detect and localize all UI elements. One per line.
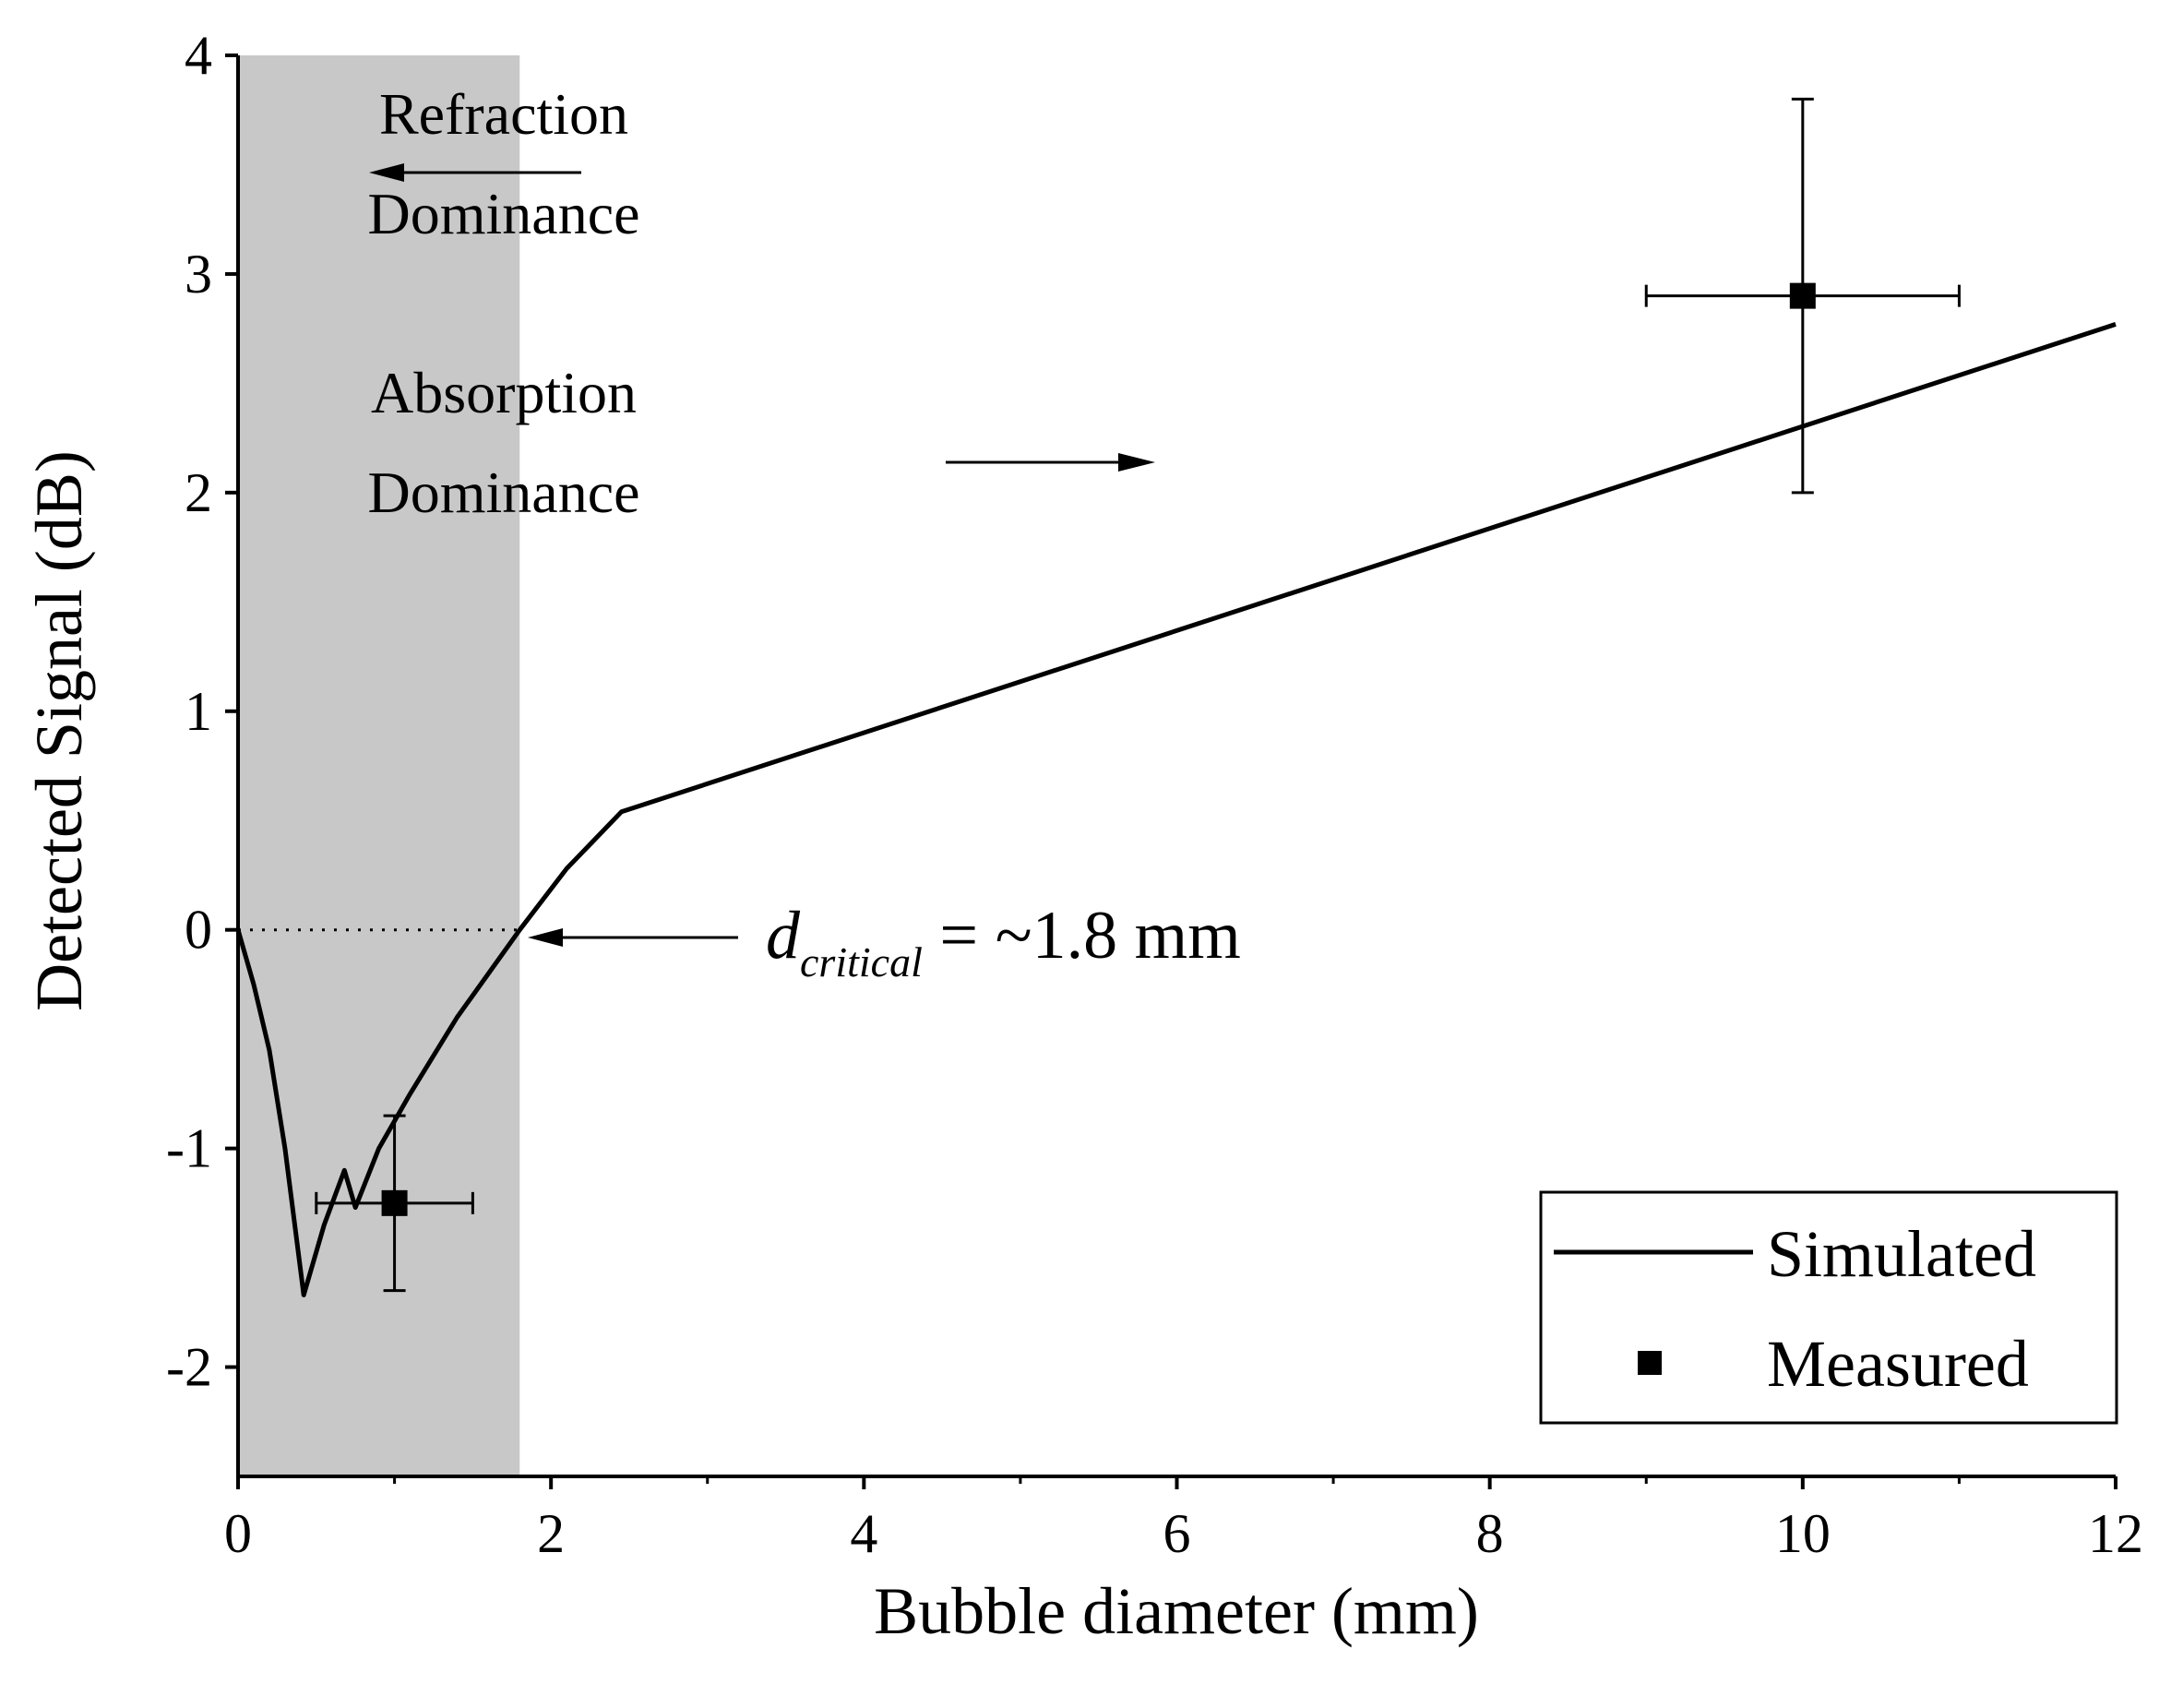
measured-marker	[1789, 282, 1816, 309]
x-tick-label: 4	[850, 1503, 877, 1564]
critical-symbol: d	[766, 898, 801, 973]
series-measured	[315, 97, 1961, 1293]
x-tick-label: 12	[2088, 1503, 2143, 1564]
critical-subscript: critical	[800, 938, 923, 985]
y-tick-label: 2	[185, 462, 212, 523]
x-axis-title: Bubble diameter (mm)	[874, 1574, 1479, 1648]
x-ticks: 0 2 4 6 8 10 12	[224, 1476, 2143, 1564]
x-tick-label: 0	[224, 1503, 252, 1564]
y-tick-label: 3	[185, 244, 212, 305]
critical-value: = ~1.8 mm	[923, 898, 1241, 973]
absorption-arrowhead	[1118, 453, 1155, 472]
refraction-region-shade	[238, 55, 520, 1476]
absorption-label-line2: Dominance	[368, 460, 640, 525]
x-tick-label: 6	[1163, 1503, 1191, 1564]
y-tick-label: -1	[166, 1118, 212, 1179]
legend-measured-swatch	[1638, 1351, 1662, 1375]
y-tick-label: 4	[185, 25, 212, 86]
critical-arrowhead	[528, 928, 563, 947]
refraction-label-line2: Dominance	[368, 181, 640, 246]
refraction-arrowhead	[369, 163, 404, 182]
measured-point-1	[315, 1114, 474, 1293]
series-simulated-line	[235, 322, 2117, 1297]
x-tick-label: 8	[1476, 1503, 1504, 1564]
critical-diameter-label: dcritical = ~1.8 mm	[766, 898, 1241, 985]
measured-point-2	[1644, 97, 1961, 495]
x-tick-label: 10	[1775, 1503, 1831, 1564]
y-tick-label: 1	[185, 681, 212, 742]
legend-simulated-label: Simulated	[1767, 1217, 2036, 1291]
absorption-label-line1: Absorption	[371, 360, 637, 425]
y-axis-title: Detected Signal (dB)	[22, 450, 96, 1011]
x-tick-label: 2	[537, 1503, 565, 1564]
legend-measured-label: Measured	[1767, 1327, 2029, 1401]
legend-box	[1539, 1190, 2118, 1425]
measured-marker	[381, 1189, 408, 1216]
refraction-label-line1: Refraction	[379, 81, 628, 147]
y-tick-label: 0	[185, 900, 212, 961]
y-ticks: -2 -1 0 1 2 3 4	[166, 25, 238, 1398]
y-tick-label: -2	[166, 1337, 212, 1398]
